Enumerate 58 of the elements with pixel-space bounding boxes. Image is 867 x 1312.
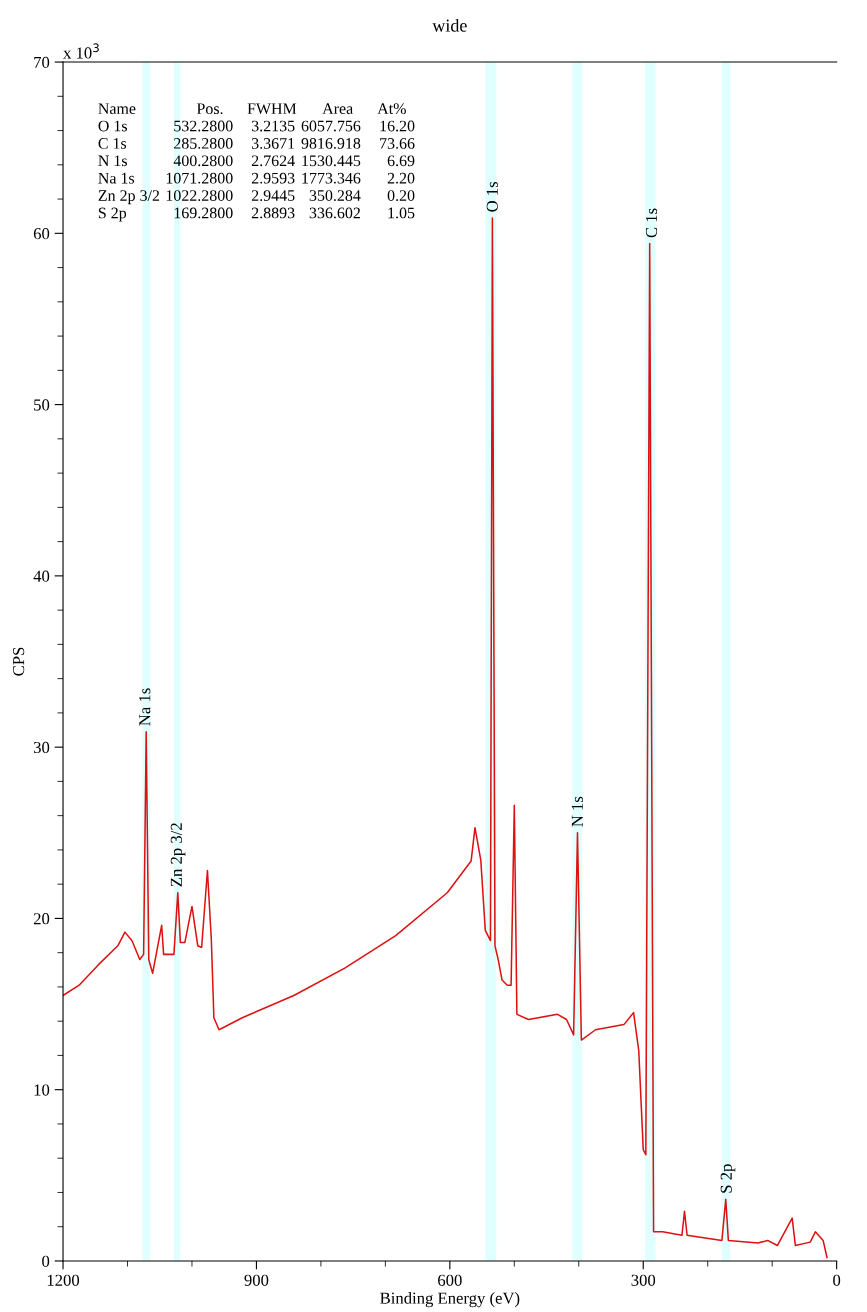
text: x 10$^{3}$ (63, 43, 99, 59)
annotation: 1071.2800 (166, 172, 233, 184)
annotation: N 1s (98, 155, 127, 167)
annotation: 532.2800 (174, 120, 233, 132)
annotation: C 1s (98, 138, 127, 149)
y-tick-label: 50 (34, 399, 50, 411)
annotation: O 1s (486, 181, 498, 212)
annotation: Zn 2p 3/2 (98, 190, 160, 205)
annotation: 1773.346 (302, 172, 361, 184)
annotation: Pos. (196, 103, 223, 115)
annotation: 6.69 (387, 155, 415, 167)
x-tick-label: 1200 (47, 1274, 80, 1286)
y-tick-label: 0 (42, 1255, 50, 1267)
annotation: 400.2800 (173, 155, 233, 167)
annotation: 2.9593 (251, 172, 295, 184)
annotation: S 2p (98, 207, 127, 222)
annotation: 73.66 (380, 138, 415, 149)
x-tick-label: 0 (833, 1274, 841, 1286)
x-tick-label: 600 (438, 1274, 462, 1286)
annotation: 2.7624 (251, 155, 295, 167)
annotation: 2.20 (387, 172, 415, 184)
annotation: 6057.756 (301, 120, 361, 132)
annotation: Na 1s (139, 688, 151, 726)
annotation: At% (377, 103, 406, 115)
annotation: O 1s (98, 120, 127, 132)
y-tick-label: 60 (33, 228, 50, 240)
annotation: N 1s (571, 796, 583, 827)
annotation: FWHM (247, 103, 297, 115)
annotation: 1022.2800 (166, 190, 233, 201)
annotation: C 1s (645, 208, 658, 238)
y-tick-label: 40 (33, 570, 50, 582)
annotation: S 2p (720, 1164, 736, 1193)
x-axis-title: Binding Energy (eV) (380, 1292, 520, 1308)
annotation: 285.2800 (174, 138, 233, 149)
y-axis-title: CPS (13, 647, 25, 676)
y-tick-label: 70 (34, 56, 50, 68)
annotation: 1.05 (388, 207, 415, 219)
annotation: 0.20 (387, 190, 415, 201)
annotation: 336.602 (309, 207, 360, 219)
annotation: 169.2800 (174, 207, 233, 219)
annotation: 3.3671 (251, 138, 295, 149)
y-tick-label: 10 (34, 1084, 50, 1096)
annotation: 3.2135 (251, 120, 295, 132)
x-tick-label: 900 (244, 1274, 269, 1286)
annotation: 2.9445 (251, 190, 295, 201)
chart-title: wide (432, 18, 467, 32)
annotation: Name (98, 103, 136, 115)
annotation: Area (322, 103, 353, 115)
annotation: Na 1s (98, 172, 135, 184)
annotation: 16.20 (380, 120, 415, 132)
y-tick-label: 30 (33, 741, 50, 754)
annotation: 2.8893 (251, 207, 295, 219)
annotation: 9816.918 (301, 138, 361, 149)
x-tick-label: 300 (631, 1274, 656, 1286)
annotation: 350.284 (309, 190, 361, 201)
annotation: Zn 2p 3/2 (170, 823, 186, 887)
annotation: 1530.445 (302, 155, 361, 167)
y-tick-label: 20 (33, 913, 50, 925)
